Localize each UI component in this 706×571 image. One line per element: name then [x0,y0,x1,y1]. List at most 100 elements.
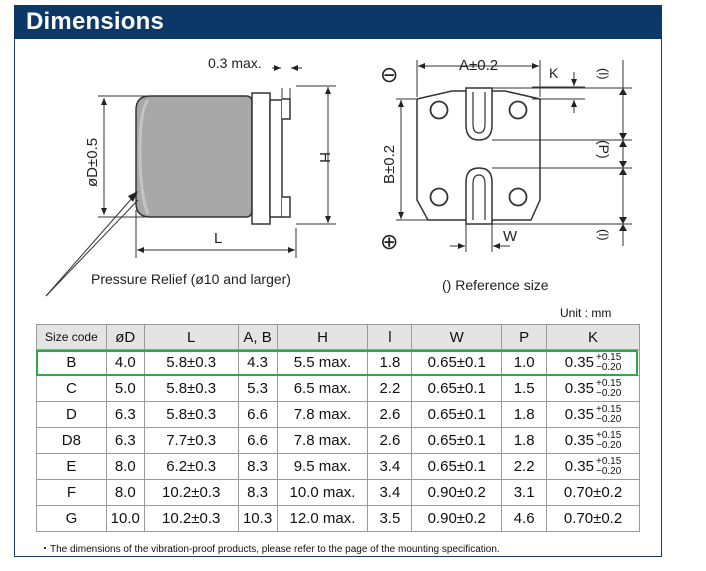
section-header: Dimensions [14,5,662,39]
p-label: (P) [596,140,612,159]
cell-k: 0.35 +0.15 −0.20 [546,349,640,376]
cell-height: 10.0 max. [276,479,369,506]
table-row: G 10.0 10.2±0.3 10.3 12.0 max. 3.5 0.90±… [36,505,640,532]
k-tol-lower: −0.20 [595,361,622,373]
table-row: D 6.3 5.8±0.3 6.6 7.8 max. 2.6 0.65±0.1 … [36,401,640,428]
cell-p: 1.5 [501,375,548,402]
reference-size-note: () Reference size [442,277,549,293]
cell-l: 3.4 [367,479,413,506]
diameter-label: øD±0.5 [84,138,101,187]
cell-ab: 6.6 [237,401,278,428]
cell-length: 6.2±0.3 [143,453,239,480]
k-value: 0.35 [564,353,594,371]
table-row: D8 6.3 7.7±0.3 6.6 7.8 max. 2.6 0.65±0.1… [36,427,640,454]
l-top-label: (l) [596,68,611,80]
cell-k: 0.70±0.2 [546,479,640,506]
cell-length: 5.8±0.3 [143,349,239,376]
cell-k: 0.70±0.2 [546,505,640,532]
cell-diameter: 10.0 [105,505,145,532]
cell-diameter: 8.0 [105,453,145,480]
cell-k: 0.35 +0.15 −0.20 [546,453,640,480]
side-view: 0.3 max. H øD±0.5 L Pressure Relief (ø10… [45,55,336,297]
cell-diameter: 6.3 [105,401,145,428]
cell-height: 7.8 max. [276,427,369,454]
width-ab-label: A±0.2 [459,57,498,74]
k-tol-upper: +0.15 [595,455,622,467]
cell-ab: 8.3 [237,479,278,506]
unit-label: Unit : mm [560,306,612,320]
cell-ab: 10.3 [237,505,278,532]
cell-p: 2.2 [501,453,548,480]
cell-p: 1.8 [501,401,548,428]
k-value: 0.35 [564,379,594,397]
cell-length: 5.8±0.3 [143,375,239,402]
header-p: P [501,324,548,350]
cell-l: 2.6 [367,427,413,454]
dimension-drawing: 0.3 max. H øD±0.5 L Pressure Relief (ø10… [45,55,632,297]
minus-terminal-icon: ⊖ [380,62,398,87]
cell-w: 0.65±0.1 [411,453,503,480]
cell-diameter: 8.0 [105,479,145,506]
cell-height: 12.0 max. [276,505,369,532]
k-tol-upper: +0.15 [595,403,622,415]
cell-size-code: C [36,375,107,402]
cell-size-code: D [36,401,107,428]
cell-w: 0.90±0.2 [411,479,503,506]
k-tolerance: +0.15 −0.20 [595,352,622,373]
header-l: l [367,324,413,350]
cell-p: 1.8 [501,427,548,454]
cell-ab: 4.3 [237,349,278,376]
cell-length: 7.7±0.3 [143,427,239,454]
k-tol-upper: +0.15 [595,429,622,441]
cell-height: 9.5 max. [276,453,369,480]
cell-p: 1.0 [501,349,548,376]
header-size-code: Size code [36,324,107,350]
cell-w: 0.90±0.2 [411,505,503,532]
k-value: 0.35 [564,457,594,475]
k-tol-lower: −0.20 [595,439,622,451]
cell-w: 0.65±0.1 [411,401,503,428]
l-bottom-label: (l) [596,229,611,241]
cell-p: 4.6 [501,505,548,532]
k-value: 0.35 [564,405,594,423]
k-tol-upper: +0.15 [595,377,622,389]
cell-k: 0.35 +0.15 −0.20 [546,427,640,454]
height-b-label: B±0.2 [381,145,398,184]
cell-k: 0.35 +0.15 −0.20 [546,375,640,402]
header-height: H [276,324,369,350]
table-row: C 5.0 5.8±0.3 5.3 6.5 max. 2.2 0.65±0.1 … [36,375,640,402]
cell-height: 6.5 max. [276,375,369,402]
cell-diameter: 4.0 [105,349,145,376]
w-label: W [503,228,518,245]
cell-length: 10.2±0.3 [143,505,239,532]
cell-l: 3.5 [367,505,413,532]
k-tol-lower: −0.20 [595,465,622,477]
cell-w: 0.65±0.1 [411,349,503,376]
cell-size-code: D8 [36,427,107,454]
cell-diameter: 5.0 [105,375,145,402]
cell-height: 7.8 max. [276,401,369,428]
header-k: K [546,324,640,350]
header-diameter: øD [105,324,145,350]
cell-ab: 8.3 [237,453,278,480]
k-tolerance: +0.15 −0.20 [595,455,622,477]
cell-size-code: F [36,479,107,506]
k-tol-lower: −0.20 [595,387,622,399]
footnote: ・The dimensions of the vibration-proof p… [40,544,500,555]
cell-length: 5.8±0.3 [143,401,239,428]
k-tolerance: +0.15 −0.20 [595,377,622,399]
k-label: K [549,65,559,81]
plus-terminal-icon: ⊕ [380,229,398,254]
cell-height: 5.5 max. [276,349,369,376]
header-w: W [411,324,503,350]
length-label: L [214,230,222,247]
table-header-row: Size code øD L A, B H l W P K [36,324,640,350]
cell-ab: 6.6 [237,427,278,454]
cell-w: 0.65±0.1 [411,375,503,402]
k-tol-lower: −0.20 [595,413,622,425]
dimensions-table: Size code øD L A, B H l W P K B 4.0 5.8±… [36,324,640,532]
header-length: L [143,324,239,350]
section-title: Dimensions [26,8,165,35]
k-tolerance: +0.15 −0.20 [595,403,622,425]
cell-size-code: B [36,349,107,376]
